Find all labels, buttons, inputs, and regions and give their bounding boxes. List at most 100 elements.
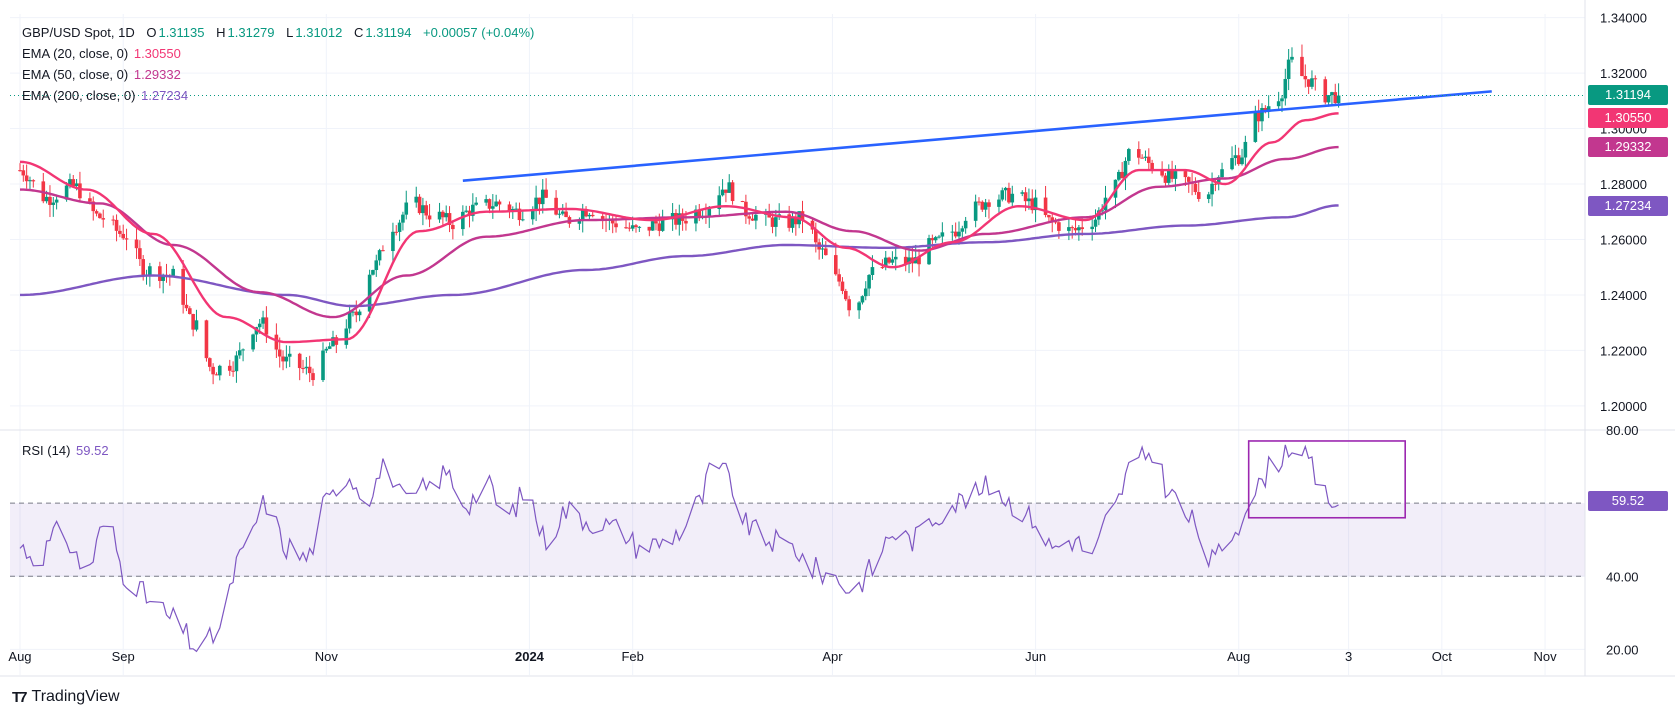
candle[interactable] xyxy=(48,185,52,218)
candle[interactable] xyxy=(820,238,825,259)
candle[interactable] xyxy=(1150,159,1154,174)
candle[interactable] xyxy=(234,351,239,383)
candle[interactable] xyxy=(281,350,285,371)
candle[interactable] xyxy=(1166,164,1171,186)
candle[interactable] xyxy=(1146,148,1151,170)
candle[interactable] xyxy=(520,211,525,222)
candle[interactable] xyxy=(451,220,455,240)
candle[interactable] xyxy=(1260,103,1264,132)
candle[interactable] xyxy=(517,202,522,226)
candle[interactable] xyxy=(840,277,845,295)
candle[interactable] xyxy=(138,240,142,266)
candle[interactable] xyxy=(1256,99,1261,133)
candle[interactable] xyxy=(1240,148,1244,166)
candle[interactable] xyxy=(1000,187,1005,202)
candle[interactable] xyxy=(464,205,468,213)
candle[interactable] xyxy=(1323,76,1328,105)
candle[interactable] xyxy=(1303,64,1308,88)
candle[interactable] xyxy=(963,216,968,234)
legend-ema20[interactable]: EMA (20, close, 0) 1.30550 xyxy=(22,46,183,61)
candle[interactable] xyxy=(787,205,791,232)
candle[interactable] xyxy=(207,357,212,372)
candle[interactable] xyxy=(1163,172,1168,187)
candle[interactable] xyxy=(188,306,192,315)
legend-ema200[interactable]: EMA (200, close, 0) 1.27234 xyxy=(22,88,190,103)
candle[interactable] xyxy=(933,235,938,243)
candle[interactable] xyxy=(730,180,735,205)
candle[interactable] xyxy=(28,176,32,191)
candle[interactable] xyxy=(1030,189,1035,214)
candle[interactable] xyxy=(1093,209,1098,232)
candle[interactable] xyxy=(1010,185,1015,208)
candle[interactable] xyxy=(1313,75,1318,91)
candle[interactable] xyxy=(304,357,309,375)
candle[interactable] xyxy=(727,174,732,193)
candle[interactable] xyxy=(660,209,665,232)
candle[interactable] xyxy=(437,202,442,223)
candle[interactable] xyxy=(1140,154,1144,159)
candle[interactable] xyxy=(21,164,26,182)
candle[interactable] xyxy=(1206,191,1211,204)
candle[interactable] xyxy=(381,245,385,252)
candle[interactable] xyxy=(191,313,195,337)
candle[interactable] xyxy=(121,224,126,240)
candle[interactable] xyxy=(1333,83,1338,106)
candle[interactable] xyxy=(1300,44,1304,77)
candle[interactable] xyxy=(1213,178,1218,192)
candle[interactable] xyxy=(1117,169,1121,182)
candle[interactable] xyxy=(843,288,848,302)
candle[interactable] xyxy=(484,194,488,206)
candle[interactable] xyxy=(1070,225,1075,239)
candle[interactable] xyxy=(903,248,908,272)
candle[interactable] xyxy=(461,205,465,236)
candle[interactable] xyxy=(1073,218,1078,236)
candle[interactable] xyxy=(544,178,548,199)
candle[interactable] xyxy=(54,194,59,210)
candle[interactable] xyxy=(94,209,99,217)
candle[interactable] xyxy=(1123,157,1128,191)
candle[interactable] xyxy=(347,304,352,334)
candle[interactable] xyxy=(427,203,432,228)
candle[interactable] xyxy=(194,309,199,332)
candle[interactable] xyxy=(774,209,778,237)
candle[interactable] xyxy=(261,310,265,329)
candle[interactable] xyxy=(101,209,106,228)
candle[interactable] xyxy=(1033,189,1038,223)
candle[interactable] xyxy=(537,197,542,215)
candle[interactable] xyxy=(214,372,219,376)
candle[interactable] xyxy=(584,206,588,218)
candle[interactable] xyxy=(1330,91,1334,107)
candle[interactable] xyxy=(1276,91,1281,111)
candle[interactable] xyxy=(397,219,402,242)
candle[interactable] xyxy=(987,199,991,219)
candle[interactable] xyxy=(1193,177,1198,195)
candle[interactable] xyxy=(181,260,185,314)
candle[interactable] xyxy=(833,242,838,276)
candle[interactable] xyxy=(534,185,538,222)
candle[interactable] xyxy=(251,333,255,352)
candle[interactable] xyxy=(1236,147,1241,166)
candle[interactable] xyxy=(494,194,498,207)
candle[interactable] xyxy=(824,241,828,256)
candle[interactable] xyxy=(847,295,851,317)
candle[interactable] xyxy=(557,209,562,219)
candle[interactable] xyxy=(471,193,475,222)
candle[interactable] xyxy=(334,334,339,354)
candle[interactable] xyxy=(231,361,235,377)
candle[interactable] xyxy=(980,200,985,212)
candle[interactable] xyxy=(1243,135,1248,170)
candle[interactable] xyxy=(1170,160,1174,183)
candle[interactable] xyxy=(301,359,305,374)
candle[interactable] xyxy=(98,212,102,219)
candle[interactable] xyxy=(857,301,861,319)
candle[interactable] xyxy=(78,171,82,202)
rsi-highlight-box[interactable] xyxy=(1247,440,1406,519)
candle[interactable] xyxy=(747,213,752,225)
candle[interactable] xyxy=(697,203,702,222)
candle[interactable] xyxy=(720,179,725,197)
candle[interactable] xyxy=(417,194,422,215)
candle[interactable] xyxy=(1047,214,1051,222)
candle[interactable] xyxy=(91,196,96,221)
candle[interactable] xyxy=(917,249,921,277)
candle[interactable] xyxy=(1283,68,1288,106)
